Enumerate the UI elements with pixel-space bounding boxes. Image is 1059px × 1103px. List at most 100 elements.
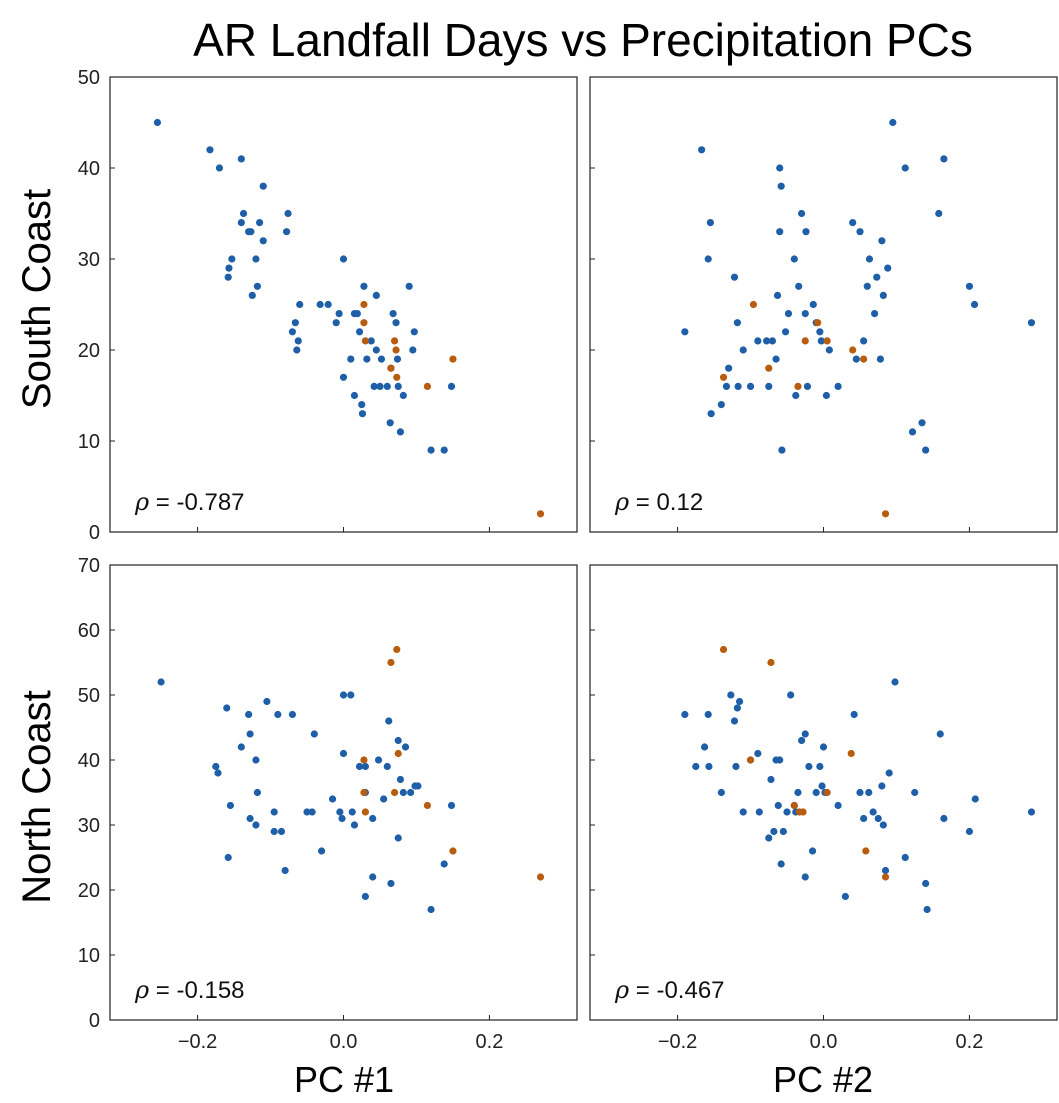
base-point bbox=[206, 146, 214, 154]
correlation-label: ρ = -0.158 bbox=[134, 976, 245, 1004]
base-point bbox=[704, 255, 712, 263]
highlight-point bbox=[360, 788, 368, 797]
base-point bbox=[869, 808, 877, 816]
base-point bbox=[779, 827, 787, 836]
row-label-north-coast: North Coast bbox=[15, 690, 59, 903]
base-point bbox=[215, 164, 224, 172]
base-point bbox=[409, 346, 417, 354]
base-point bbox=[376, 382, 384, 390]
base-point bbox=[1027, 808, 1036, 816]
base-point bbox=[347, 355, 355, 363]
highlight-point bbox=[390, 788, 399, 797]
base-point bbox=[681, 710, 689, 719]
x-axis-label-pc1: PC #1 bbox=[294, 1059, 394, 1100]
base-point bbox=[965, 827, 974, 836]
base-point bbox=[405, 282, 413, 290]
highlight-point bbox=[767, 658, 775, 667]
base-point bbox=[971, 795, 979, 803]
base-point bbox=[730, 717, 739, 725]
highlight-point bbox=[393, 373, 401, 381]
base-point bbox=[387, 879, 395, 888]
base-point bbox=[270, 827, 278, 836]
y-tick-label: 10 bbox=[78, 945, 100, 967]
base-point bbox=[801, 310, 809, 318]
base-point bbox=[360, 282, 368, 290]
highlight-point bbox=[823, 788, 831, 797]
highlight-point bbox=[849, 346, 857, 354]
base-point bbox=[369, 873, 377, 881]
panel-frame bbox=[589, 76, 1058, 533]
base-point bbox=[237, 743, 245, 751]
rho-value: = -0.158 bbox=[149, 977, 244, 1004]
base-point bbox=[393, 355, 402, 363]
base-point bbox=[394, 736, 402, 745]
base-point bbox=[399, 788, 407, 797]
base-point bbox=[784, 310, 793, 318]
base-point bbox=[252, 821, 260, 829]
highlight-point bbox=[390, 337, 399, 345]
base-point bbox=[767, 775, 775, 784]
base-point bbox=[372, 346, 380, 354]
base-point bbox=[918, 419, 926, 427]
highlight-point bbox=[881, 873, 890, 881]
base-point bbox=[389, 310, 397, 318]
base-point bbox=[717, 788, 725, 797]
base-point bbox=[394, 834, 402, 842]
base-point bbox=[225, 264, 233, 272]
correlation-label: ρ = 0.12 bbox=[614, 488, 703, 516]
base-point bbox=[735, 697, 744, 706]
base-point bbox=[923, 905, 931, 914]
panel-0-1: ρ = 0.12 bbox=[589, 76, 1058, 533]
base-point bbox=[374, 756, 383, 764]
base-point bbox=[339, 749, 348, 758]
highlight-point bbox=[847, 749, 855, 758]
base-point bbox=[860, 814, 868, 823]
base-point bbox=[734, 382, 742, 390]
highlight-point bbox=[746, 756, 755, 764]
y-tick-label: 40 bbox=[78, 158, 100, 180]
base-point bbox=[765, 382, 773, 390]
highlight-point bbox=[449, 355, 457, 363]
base-point bbox=[245, 710, 253, 719]
base-point bbox=[889, 118, 897, 127]
base-point bbox=[777, 860, 785, 868]
base-point bbox=[363, 355, 371, 363]
base-point bbox=[440, 446, 448, 454]
base-point bbox=[790, 255, 798, 263]
highlight-point bbox=[814, 319, 822, 327]
base-point bbox=[367, 337, 375, 345]
base-point bbox=[739, 346, 747, 354]
highlight-point bbox=[387, 658, 395, 667]
highlight-point bbox=[860, 355, 868, 363]
base-point bbox=[358, 410, 367, 418]
base-point bbox=[355, 762, 364, 771]
highlight-point bbox=[749, 300, 758, 309]
highlight-point bbox=[360, 300, 368, 309]
x-tick-label: 0.0 bbox=[810, 1031, 838, 1053]
base-point bbox=[783, 808, 791, 816]
base-point bbox=[940, 155, 948, 163]
highlight-point bbox=[881, 510, 890, 518]
base-point bbox=[698, 146, 706, 154]
y-tick-label: 50 bbox=[78, 685, 100, 707]
base-point bbox=[440, 860, 448, 868]
base-point bbox=[725, 364, 733, 372]
rho-symbol: ρ bbox=[134, 488, 149, 516]
base-point bbox=[246, 814, 254, 823]
base-point bbox=[407, 788, 415, 797]
base-point bbox=[248, 291, 256, 299]
base-point bbox=[774, 801, 782, 810]
base-point bbox=[350, 821, 359, 829]
panel-1-0: 0 10 20 30 40 50 60 70 −0.2 0.0 0.2 ρ = -0.158 bbox=[78, 555, 578, 1053]
base-point bbox=[338, 814, 346, 823]
base-point bbox=[965, 282, 974, 290]
x-axis-label-pc2: PC #2 bbox=[773, 1059, 873, 1100]
base-point bbox=[246, 730, 254, 738]
base-point bbox=[856, 788, 864, 797]
highlight-point bbox=[387, 364, 395, 372]
highlight-point bbox=[765, 364, 773, 372]
rho-value: = 0.12 bbox=[629, 489, 703, 516]
base-point bbox=[705, 762, 713, 771]
highlight-point bbox=[794, 382, 802, 390]
